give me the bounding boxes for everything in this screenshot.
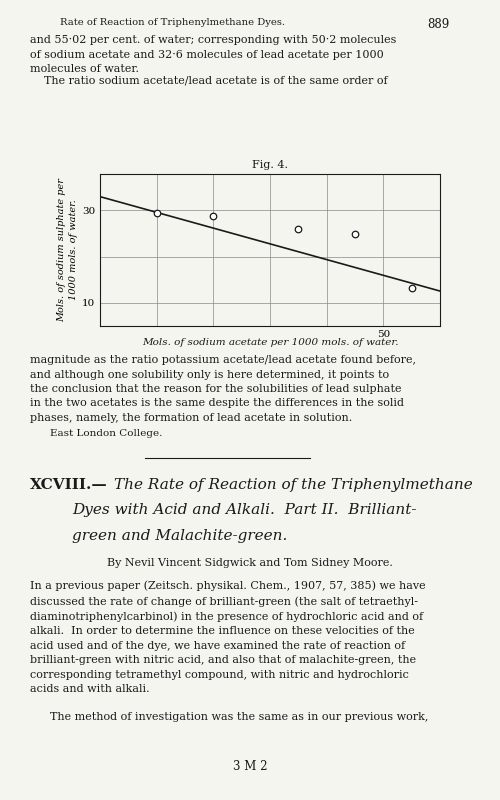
Text: In a previous paper (Zeitsch. physikal. Chem., 1907, 57, 385) we have
discussed : In a previous paper (Zeitsch. physikal. … (30, 581, 425, 694)
Text: and 55·02 per cent. of water; corresponding with 50·2 molecules
of sodium acetat: and 55·02 per cent. of water; correspond… (30, 35, 397, 74)
Text: XCVIII.—: XCVIII.— (30, 478, 108, 491)
Text: 889: 889 (428, 18, 450, 31)
Point (210, 210, 218, 222)
Text: Dyes with Acid and Alkali.  Part II.  Brilliant-: Dyes with Acid and Alkali. Part II. Bril… (72, 503, 417, 517)
Point (294, 222, 302, 235)
Text: Rate of Reaction of Triphenylmethane Dyes.: Rate of Reaction of Triphenylmethane Dye… (60, 18, 285, 27)
Text: By Nevil Vincent Sidgwick and Tom Sidney Moore.: By Nevil Vincent Sidgwick and Tom Sidney… (107, 558, 393, 568)
Text: The ratio sodium acetate/lead acetate is of the same order of: The ratio sodium acetate/lead acetate is… (30, 75, 388, 85)
Text: The method of investigation was the same as in our previous work,: The method of investigation was the same… (50, 712, 428, 722)
Text: green and Malachite-green.: green and Malachite-green. (72, 529, 288, 542)
Text: Mols. of sodium acetate per 1000 mols. of water.: Mols. of sodium acetate per 1000 mols. o… (142, 338, 398, 347)
Text: Fig. 4.: Fig. 4. (252, 160, 288, 170)
Point (351, 228, 359, 241)
Text: The Rate of Reaction of the Triphenylmethane: The Rate of Reaction of the Triphenylmet… (114, 478, 473, 491)
Text: 3 M 2: 3 M 2 (233, 760, 267, 773)
Point (408, 282, 416, 294)
Text: magnitude as the ratio potassium acetate/lead acetate found before,
and although: magnitude as the ratio potassium acetate… (30, 355, 416, 422)
Y-axis label: Mols. of sodium sulphate per
1000 mols. of water.: Mols. of sodium sulphate per 1000 mols. … (57, 178, 78, 322)
Point (152, 206, 160, 219)
Text: East London College.: East London College. (50, 429, 162, 438)
